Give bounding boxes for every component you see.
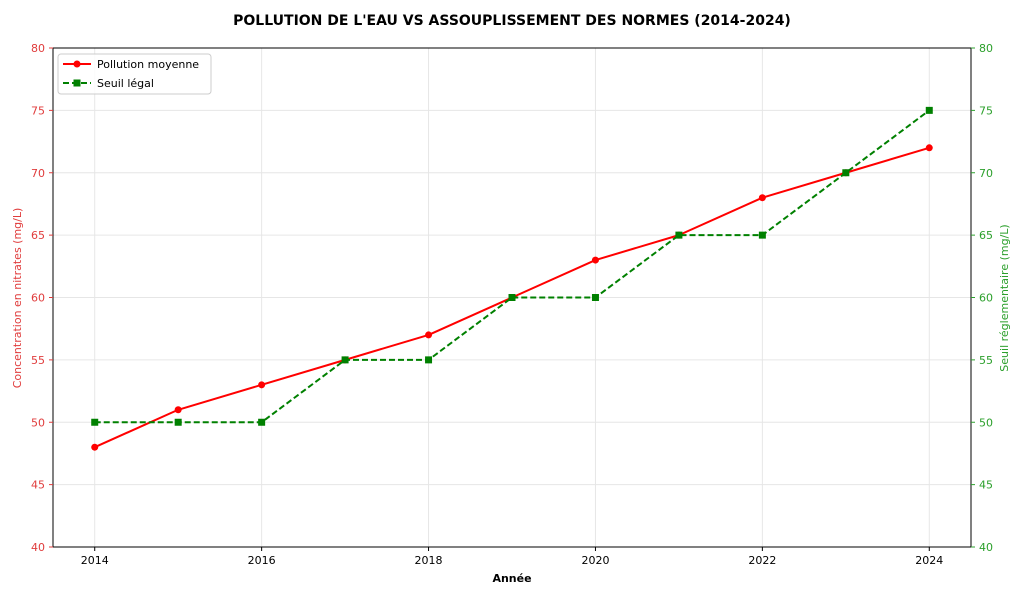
- series-line-1: [94, 109, 930, 424]
- y-axis-right-label: Seuil réglementaire (mg/L): [998, 224, 1011, 371]
- y-axis-right: 40 45 50 55 60 65 70 75 80: [971, 42, 993, 554]
- data-point-square: [425, 356, 433, 364]
- y-axis-left-label: Concentration en nitrates (mg/L): [11, 208, 24, 389]
- y-tick-label-right: 80: [979, 42, 993, 55]
- y-tick-label-left: 75: [31, 104, 45, 117]
- y-tick-label-right: 60: [979, 292, 993, 305]
- data-point-circle: [425, 331, 433, 339]
- y-tick-label-right: 45: [979, 479, 993, 492]
- y-tick-label-left: 40: [31, 541, 45, 554]
- data-point-circle: [258, 381, 266, 389]
- y-tick-label-left: 45: [31, 479, 45, 492]
- data-point-square: [758, 231, 766, 239]
- legend-label-pollution: Pollution moyenne: [97, 58, 199, 71]
- data-point-circle: [591, 256, 599, 264]
- data-point-square: [91, 418, 99, 426]
- data-point-square: [258, 418, 266, 426]
- y-tick-label-right: 75: [979, 104, 993, 117]
- legend-entry-pollution: Pollution moyenne: [63, 58, 199, 71]
- legend-entry-seuil: Seuil légal: [63, 77, 154, 90]
- x-tick-label: 2018: [415, 554, 443, 567]
- x-axis: 2014 2016 2018 2020 2022 2024: [81, 547, 943, 567]
- y-tick-label-right: 55: [979, 354, 993, 367]
- y-tick-label-right: 50: [979, 416, 993, 429]
- y-tick-label-right: 65: [979, 229, 993, 242]
- legend-label-seuil: Seuil légal: [97, 77, 154, 90]
- x-tick-label: 2024: [915, 554, 943, 567]
- y-axis-left: 40 45 50 55 60 65 70 75 80: [31, 42, 53, 554]
- x-axis-label: Année: [492, 572, 531, 585]
- y-tick-label-left: 55: [31, 354, 45, 367]
- y-tick-label-left: 65: [31, 229, 45, 242]
- data-point-circle: [174, 406, 182, 414]
- series-layer: [91, 106, 933, 451]
- x-tick-label: 2022: [748, 554, 776, 567]
- data-point-circle: [91, 443, 99, 451]
- y-tick-label-left: 80: [31, 42, 45, 55]
- data-point-square: [925, 106, 933, 114]
- data-point-square: [591, 294, 599, 301]
- y-tick-label-left: 70: [31, 167, 45, 180]
- chart-title: POLLUTION DE L'EAU VS ASSOUPLISSEMENT DE…: [233, 13, 791, 29]
- legend-marker-pollution: [73, 60, 81, 68]
- data-point-square: [341, 356, 349, 364]
- legend-marker-seuil: [73, 79, 81, 87]
- x-tick-label: 2016: [248, 554, 276, 567]
- data-point-square: [508, 294, 516, 301]
- y-tick-label-left: 60: [31, 292, 45, 305]
- data-point-square: [675, 231, 683, 239]
- legend: Pollution moyenne Seuil légal: [57, 53, 212, 95]
- data-point-square: [842, 169, 850, 177]
- data-point-circle: [925, 144, 933, 152]
- data-point-square: [174, 418, 182, 426]
- y-tick-label-left: 50: [31, 416, 45, 429]
- y-tick-label-right: 40: [979, 541, 993, 554]
- x-tick-label: 2014: [81, 554, 109, 567]
- x-tick-label: 2020: [581, 554, 609, 567]
- y-tick-label-right: 70: [979, 167, 993, 180]
- legend-box: [57, 53, 212, 95]
- grid: [53, 47, 971, 548]
- data-point-circle: [758, 194, 766, 202]
